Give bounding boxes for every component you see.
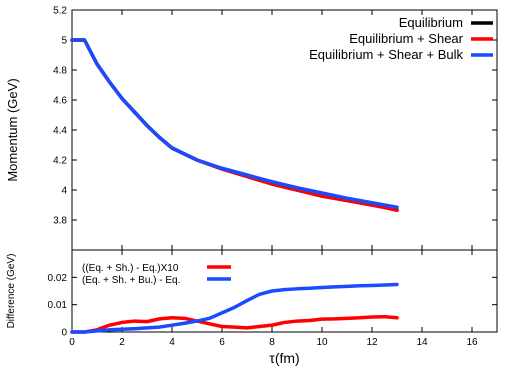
x-tick-label: 4 [169, 337, 175, 348]
x-tick-label: 6 [219, 337, 225, 348]
top-series-line-2 [70, 38, 399, 212]
x-tick-label: 2 [119, 337, 125, 348]
bottom-plot-frame [71, 249, 498, 333]
x-tick-label: 8 [269, 337, 275, 348]
top-y-tick-label: 4.6 [53, 96, 67, 107]
x-tick-label: 0 [69, 337, 75, 348]
top-series-line-1 [70, 38, 399, 212]
x-axis-label: τ(fm) [269, 350, 299, 366]
bottom-y-axis-label: Difference (GeV) [6, 254, 17, 329]
top-y-tick-label: 3.8 [53, 216, 67, 227]
bottom-legend-label-2: (Eq. + Sh. + Bu.) - Eq. [82, 275, 180, 286]
bottom-series-line-2 [70, 282, 399, 334]
x-tick-label: 16 [466, 337, 478, 348]
top-panel: 3.8 4 4.2 4.4 4.6 4.8 5 5.2 Momentum (GeV) Equili… [5, 6, 498, 251]
top-y-tick-label: 4 [61, 186, 67, 197]
bottom-panel: 0 2 4 6 8 10 12 14 16 0 0.01 0.02 Difference (GeV) τ(… [6, 249, 498, 366]
top-legend-label-3: Equilibrium + Shear + Bulk [309, 47, 463, 62]
bottom-y-tick-label: 0 [61, 328, 67, 339]
x-tick-label: 10 [316, 337, 328, 348]
x-tick-label: 14 [416, 337, 428, 348]
x-tick-label: 12 [366, 337, 378, 348]
bottom-series-line-1 [70, 314, 399, 334]
bottom-legend-label-1: ((Eq. + Sh.) - Eq.)X10 [82, 263, 179, 274]
top-y-tick-label: 4.4 [53, 126, 67, 137]
top-y-tick-label: 4.8 [53, 66, 67, 77]
top-y-tick-label: 5.2 [53, 6, 67, 17]
top-legend-label-2: Equilibrium + Shear [349, 31, 463, 46]
top-series-line-3 [70, 38, 399, 209]
top-y-tick-label: 5 [61, 36, 67, 47]
top-y-tick-label: 4.2 [53, 156, 67, 167]
bottom-y-tick-label: 0.01 [48, 300, 68, 311]
top-plot-frame [71, 9, 498, 251]
top-legend-label-1: Equilibrium [399, 15, 463, 30]
top-y-axis-label: Momentum (GeV) [5, 78, 20, 181]
bottom-y-tick-label: 0.02 [48, 273, 68, 284]
